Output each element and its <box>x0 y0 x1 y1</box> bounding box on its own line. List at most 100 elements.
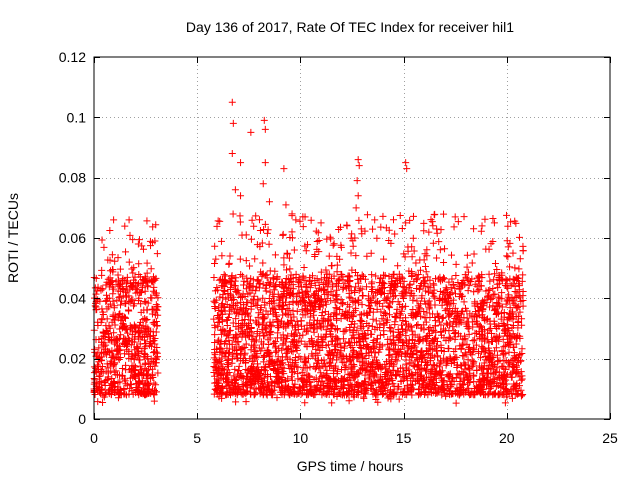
data-point <box>110 329 118 337</box>
data-point <box>258 344 266 352</box>
data-point <box>276 281 284 289</box>
data-point <box>346 273 354 281</box>
data-point <box>321 363 329 371</box>
data-point <box>98 271 106 279</box>
data-point <box>231 365 239 373</box>
data-point <box>213 382 221 390</box>
data-point <box>402 302 410 310</box>
data-point <box>248 370 256 378</box>
data-point <box>519 297 527 305</box>
data-point <box>517 376 525 384</box>
data-point <box>253 302 261 310</box>
data-point <box>422 268 430 276</box>
data-point <box>509 356 517 364</box>
data-point <box>318 309 326 317</box>
data-point <box>512 362 520 370</box>
data-point <box>354 297 362 305</box>
data-point <box>379 212 387 220</box>
data-point <box>410 247 418 255</box>
data-point <box>431 317 439 325</box>
data-point <box>307 388 315 396</box>
data-point <box>510 349 518 357</box>
data-point <box>225 314 233 322</box>
data-point <box>103 305 111 313</box>
data-point <box>473 321 481 329</box>
chart-title: Day 136 of 2017, Rate Of TEC Index for r… <box>186 19 514 35</box>
data-point <box>145 359 153 367</box>
data-point <box>252 212 260 220</box>
data-point <box>235 362 243 370</box>
data-point <box>223 344 231 352</box>
data-point <box>235 385 243 393</box>
data-point <box>421 263 429 270</box>
data-point <box>239 272 247 280</box>
data-point <box>430 211 438 219</box>
data-point <box>235 319 243 327</box>
data-point <box>212 356 220 364</box>
data-point <box>150 337 158 345</box>
data-point <box>479 344 487 352</box>
data-point <box>284 320 292 328</box>
data-point <box>211 304 219 312</box>
data-point <box>470 346 478 354</box>
data-point <box>439 274 447 282</box>
data-point <box>502 372 510 380</box>
data-point <box>314 333 322 341</box>
data-point <box>104 373 112 381</box>
data-point <box>118 297 126 305</box>
data-point <box>440 289 448 297</box>
data-point <box>135 260 143 268</box>
data-point <box>154 311 162 319</box>
data-point <box>311 391 319 399</box>
data-point <box>512 381 520 389</box>
data-point <box>427 216 435 224</box>
data-point <box>385 272 393 280</box>
data-point <box>213 386 221 394</box>
data-point <box>421 314 429 322</box>
data-point <box>269 274 277 282</box>
data-point <box>386 311 394 319</box>
data-point <box>383 340 391 348</box>
data-point <box>404 383 412 391</box>
data-point <box>289 383 297 391</box>
data-point <box>327 320 335 328</box>
data-point <box>332 310 340 318</box>
data-point <box>465 330 473 338</box>
data-point <box>378 315 386 323</box>
data-point <box>219 363 227 371</box>
data-point <box>372 396 380 404</box>
data-point <box>339 300 347 308</box>
data-point <box>236 218 244 226</box>
data-point <box>429 222 437 230</box>
x-tick-labels: 0 5 10 15 20 25 <box>90 430 618 446</box>
data-point <box>358 333 366 341</box>
data-point <box>400 284 408 292</box>
data-point <box>350 374 358 382</box>
data-point <box>269 339 277 347</box>
data-point <box>120 384 128 392</box>
data-point <box>107 367 115 375</box>
data-point <box>298 292 306 300</box>
data-point <box>436 363 444 371</box>
data-point <box>313 320 321 328</box>
data-point <box>470 371 478 379</box>
data-point <box>373 335 381 343</box>
data-point <box>128 283 136 291</box>
data-point <box>445 345 453 353</box>
data-point <box>119 286 127 294</box>
data-point <box>455 282 463 290</box>
data-point <box>153 349 161 357</box>
data-point <box>351 373 359 381</box>
data-point <box>292 342 300 350</box>
data-point <box>408 243 416 251</box>
data-point <box>406 216 414 224</box>
data-point <box>448 275 456 283</box>
data-point <box>333 286 341 294</box>
data-point <box>110 304 118 312</box>
data-point <box>392 390 400 398</box>
data-point <box>472 329 480 337</box>
data-point <box>493 300 501 308</box>
data-point <box>149 287 157 295</box>
data-point <box>301 340 309 348</box>
y-tick-label: 0.12 <box>59 49 86 65</box>
